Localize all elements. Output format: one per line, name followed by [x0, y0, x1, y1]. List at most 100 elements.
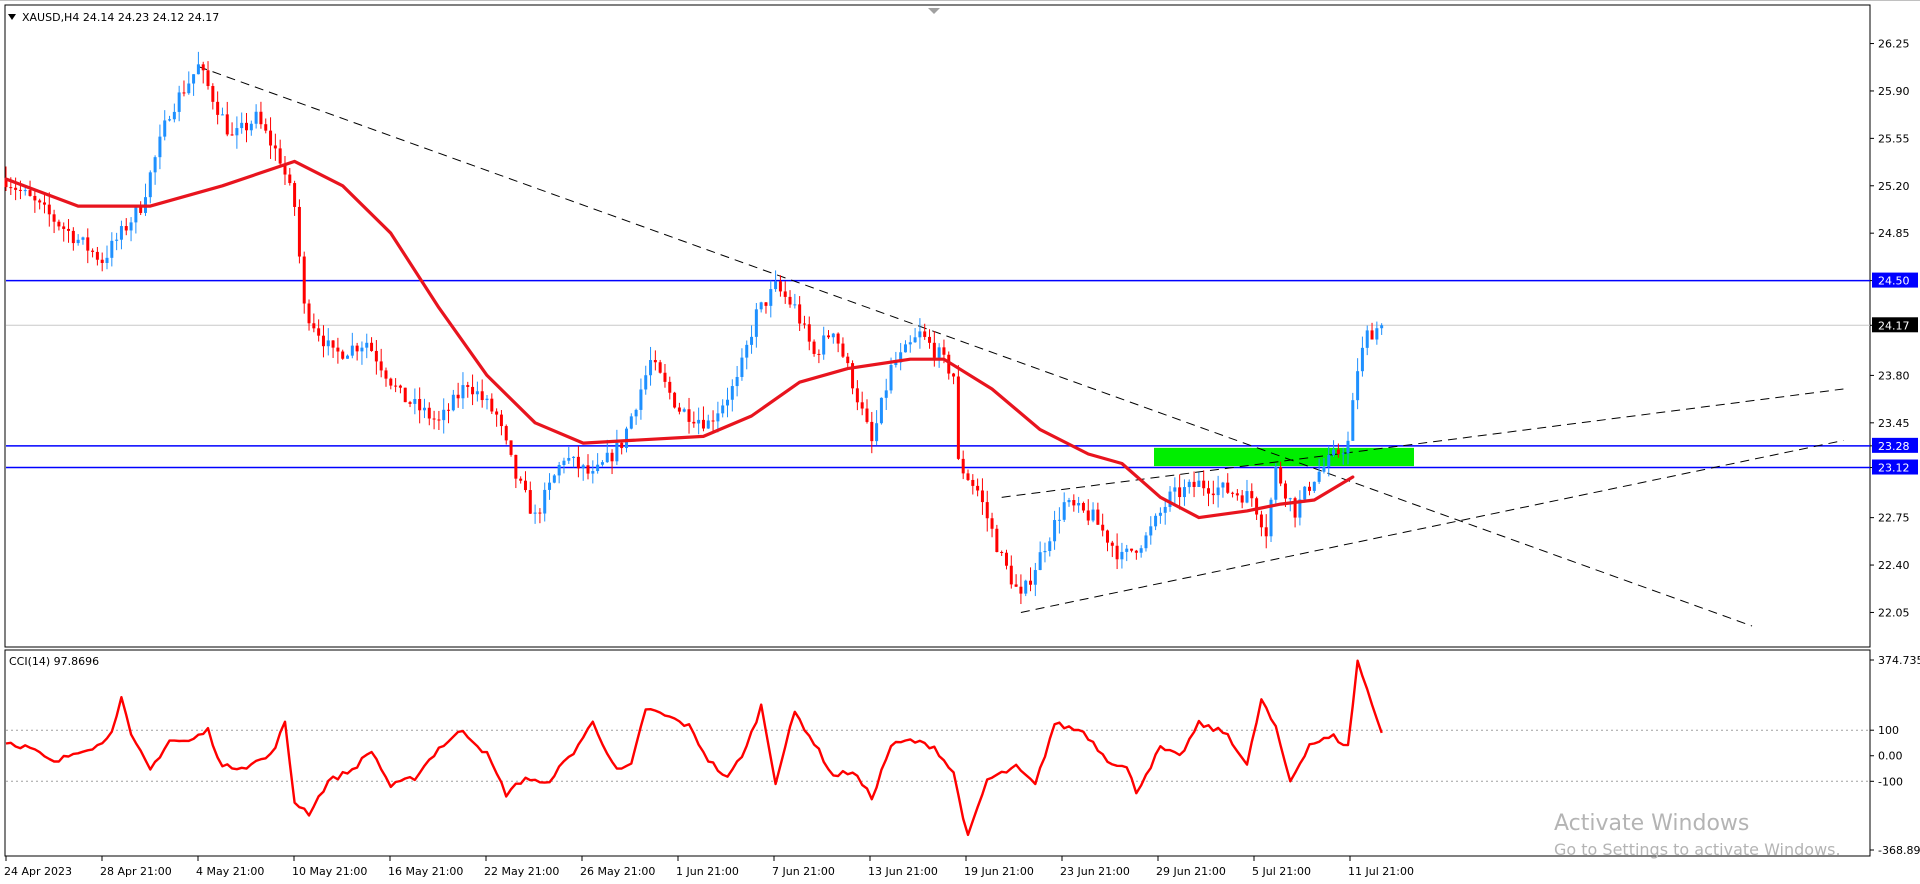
- candle-body: [990, 518, 994, 529]
- candle-body: [245, 122, 248, 131]
- candle-body: [28, 190, 32, 196]
- candle-body: [1346, 440, 1350, 454]
- candle-body: [495, 411, 499, 415]
- candle-body: [610, 452, 614, 462]
- candle-body: [346, 355, 350, 359]
- candle-body: [139, 206, 143, 213]
- candle-body: [812, 341, 816, 354]
- candle-body: [379, 361, 383, 371]
- candle-body: [413, 398, 417, 404]
- candle-body: [1264, 527, 1268, 537]
- candle-body: [14, 187, 18, 190]
- time-tick-label: 24 Apr 2023: [4, 865, 72, 878]
- candle-body: [1105, 530, 1109, 543]
- candle-body: [1144, 535, 1148, 549]
- candle-body: [658, 362, 662, 373]
- candle-body: [1360, 347, 1364, 372]
- candle-body: [134, 206, 138, 223]
- candle-body: [447, 409, 451, 411]
- candle-body: [1332, 449, 1336, 455]
- candle-body: [754, 309, 758, 337]
- candle-body: [192, 74, 196, 84]
- time-tick-label: 5 Jul 21:00: [1252, 865, 1311, 878]
- menu-triangle-icon[interactable]: [8, 14, 16, 20]
- candle-body: [187, 83, 191, 94]
- candle-body: [422, 407, 426, 411]
- candle-body: [115, 239, 119, 241]
- candle-body: [596, 464, 600, 472]
- candle-body: [639, 389, 643, 410]
- candle-body: [769, 289, 773, 306]
- candle-body: [1004, 552, 1008, 566]
- candle-body: [471, 386, 475, 395]
- candle-body: [730, 386, 734, 400]
- candle-body: [793, 304, 797, 306]
- candle-body: [168, 119, 172, 121]
- price-tick-label: 22.75: [1878, 512, 1910, 525]
- candle-body: [634, 409, 638, 417]
- cci-tick-label: 374.735: [1878, 654, 1920, 667]
- candle-body: [557, 464, 561, 476]
- price-tick-label: 24.17: [1878, 319, 1910, 332]
- time-tick-label: 11 Jul 21:00: [1348, 865, 1414, 878]
- candle-body: [514, 454, 518, 479]
- candle-body: [836, 333, 840, 344]
- candle-body: [624, 428, 628, 449]
- candle-body: [764, 302, 768, 306]
- candle-body: [451, 394, 455, 411]
- candle-body: [879, 397, 883, 424]
- candle-body: [1101, 524, 1105, 531]
- time-tick-label: 13 Jun 21:00: [868, 865, 938, 878]
- candle-body: [1293, 498, 1297, 518]
- candle-body: [1178, 487, 1182, 498]
- candle-body: [1192, 481, 1196, 487]
- level-price-tag: [1872, 459, 1918, 475]
- candle-body: [254, 111, 258, 124]
- candle-body: [52, 214, 56, 222]
- candle-body: [278, 148, 282, 164]
- candle-body: [928, 336, 932, 343]
- candle-body: [1226, 482, 1230, 493]
- trendline[interactable]: [1020, 439, 1844, 613]
- price-tick-label: 24.85: [1878, 227, 1910, 240]
- candle-body: [269, 130, 273, 146]
- candle-body: [1009, 565, 1013, 585]
- candle-body: [1149, 526, 1153, 536]
- candle-body: [302, 256, 306, 304]
- candle-body: [86, 237, 90, 251]
- candle-body: [1231, 492, 1235, 494]
- cci-line[interactable]: [5, 659, 1383, 837]
- candle-body: [196, 64, 200, 75]
- candle-body: [1115, 545, 1119, 560]
- candle-body: [937, 347, 941, 358]
- candle-body: [827, 335, 831, 338]
- candle-body: [1057, 519, 1061, 521]
- candle-body: [67, 228, 71, 231]
- trendline[interactable]: [198, 66, 1753, 627]
- candle-body: [1240, 495, 1244, 503]
- candle-body: [817, 353, 821, 355]
- candle-body: [923, 331, 927, 337]
- candle-body: [1043, 550, 1047, 553]
- scroll-marker-icon[interactable]: [928, 8, 940, 14]
- candle-body: [543, 489, 547, 514]
- candle-body: [1072, 500, 1076, 506]
- candle-body: [273, 145, 277, 149]
- candle-body: [687, 409, 691, 422]
- candle-body: [538, 512, 542, 514]
- candle-body: [841, 343, 845, 357]
- breakout-zone[interactable]: [1154, 447, 1414, 467]
- candle-body: [47, 204, 51, 215]
- candle-body: [1081, 502, 1085, 511]
- candle-body: [605, 452, 609, 463]
- candle-body: [293, 183, 297, 207]
- candle-body: [1120, 551, 1124, 560]
- candle-body: [509, 440, 513, 455]
- candle-body: [1134, 550, 1138, 553]
- moving-average-line[interactable]: [4, 159, 1355, 520]
- candle-body: [533, 512, 537, 514]
- candle-body: [788, 296, 792, 305]
- candle-body: [475, 391, 479, 395]
- candle-body: [726, 399, 729, 406]
